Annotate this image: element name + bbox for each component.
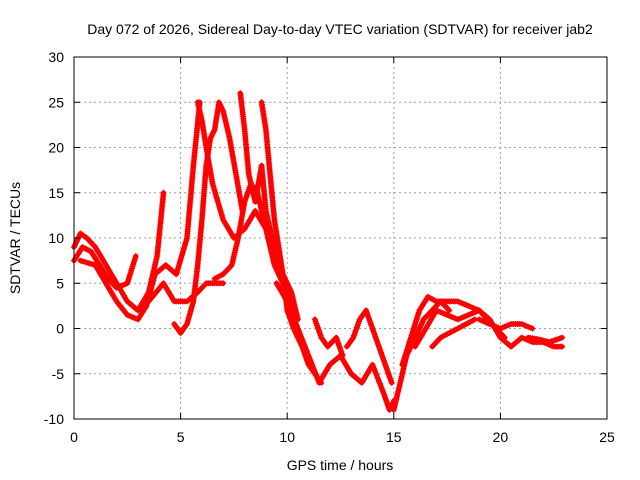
series-track-11: [311, 316, 346, 359]
x-tick-label: 20: [493, 429, 509, 445]
y-tick-label: 0: [56, 321, 64, 337]
plus-markers: [476, 316, 536, 332]
series-track-16: [476, 316, 536, 332]
y-tick-label: 25: [48, 94, 64, 110]
series-track-4: [145, 280, 227, 305]
chart-title: Day 072 of 2026, Sidereal Day-to-day VTE…: [87, 21, 593, 37]
series-track: [77, 99, 203, 322]
y-tick-label: -5: [52, 366, 65, 382]
series-track-12: [343, 307, 395, 386]
plus-markers: [429, 316, 478, 350]
x-tick-label: 15: [386, 429, 402, 445]
series-track-17: [429, 316, 478, 350]
data-series: [71, 90, 566, 413]
plus-markers: [77, 99, 203, 323]
y-tick-label: 10: [48, 230, 64, 246]
grid: [74, 57, 607, 419]
plus-markers: [311, 316, 346, 359]
y-tick-label: 20: [48, 140, 64, 156]
x-axis-label: GPS time / hours: [287, 457, 394, 473]
x-tick-label: 25: [599, 429, 615, 445]
x-tick-label: 0: [70, 429, 78, 445]
x-tick-label: 10: [279, 429, 295, 445]
y-tick-label: -10: [44, 411, 64, 427]
plus-markers: [525, 334, 566, 346]
y-tick-label: 30: [48, 49, 64, 65]
series-track-18: [525, 334, 566, 346]
y-tick-label: 15: [48, 185, 64, 201]
series-track-2: [71, 244, 139, 291]
y-axis-label: SDTVAR / TECUs: [7, 182, 23, 294]
y-tick-label: 5: [56, 275, 64, 291]
axis-ticks: 0 5 10 15 20 25 -10 -5 0 5 10 15 20 25 30: [44, 49, 615, 445]
series-track: [171, 99, 245, 336]
plus-markers: [343, 307, 395, 386]
series-track: [391, 298, 452, 413]
series-track-3: [77, 99, 203, 323]
x-tick-label: 5: [177, 429, 185, 445]
